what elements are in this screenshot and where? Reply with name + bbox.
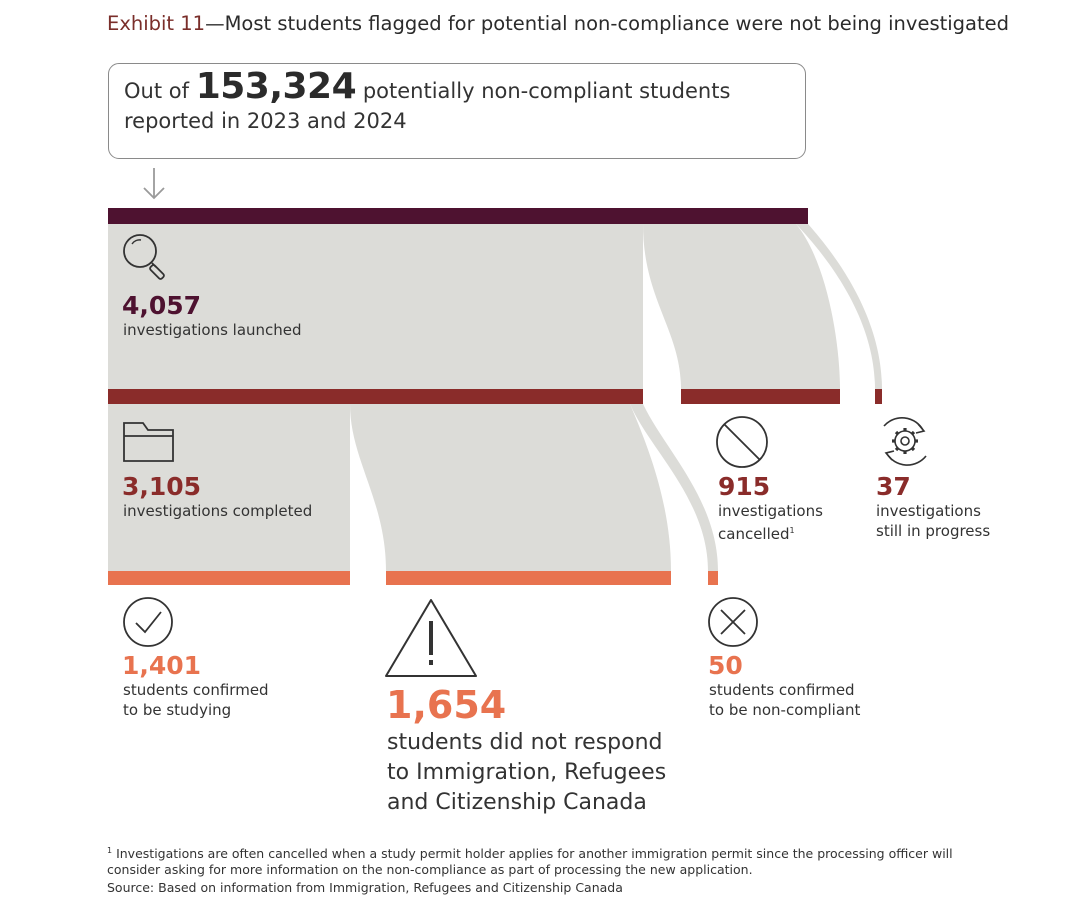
non-compliant-label-line1: students confirmed xyxy=(709,681,855,699)
no-response-label-line2: to Immigration, Refugees xyxy=(387,760,667,785)
x-circle-icon xyxy=(708,597,758,647)
bar-completed xyxy=(108,389,643,404)
cancelled-value: 915 xyxy=(718,472,771,501)
flow-to-non-compliant xyxy=(630,404,718,571)
bar-in-progress xyxy=(875,389,882,404)
footnote-line1: Investigations are often cancelled when … xyxy=(116,846,953,862)
in-progress-label: investigations still in progress xyxy=(876,501,990,541)
flow-launched-main xyxy=(108,224,643,389)
non-compliant-value: 50 xyxy=(708,651,743,680)
cancelled-footnote-mark: 1 xyxy=(789,526,795,535)
arrow-down-icon xyxy=(143,168,165,200)
footnote-line2: consider asking for more information on … xyxy=(107,862,753,878)
bar-no-response xyxy=(386,571,671,585)
folder-icon xyxy=(123,422,174,462)
bar-cancelled xyxy=(681,389,840,404)
cancelled-label: investigations cancelled1 xyxy=(718,501,823,544)
non-compliant-label-line2: to be non-compliant xyxy=(709,701,861,719)
launched-value: 4,057 xyxy=(122,291,202,320)
completed-label: investigations completed xyxy=(123,502,313,520)
source-note: Source: Based on information from Immigr… xyxy=(107,880,623,895)
footnote-mark: 1 xyxy=(107,846,113,855)
total-callout-box xyxy=(108,63,806,159)
no-response-label-line1: students did not respond xyxy=(387,730,663,755)
no-response-value: 1,654 xyxy=(386,683,507,727)
total-callout-text: Out of 153,324 potentially non-compliant… xyxy=(124,69,731,136)
studying-label-line2: to be studying xyxy=(123,701,232,719)
prohibited-icon xyxy=(716,416,768,468)
callout-line2: reported in 2023 and 2024 xyxy=(124,109,407,133)
exhibit-number: Exhibit 11 xyxy=(107,12,206,35)
cancelled-label-line1: investigations xyxy=(718,502,823,520)
cancelled-label-line2: cancelled xyxy=(718,525,790,543)
in-progress-label-line1: investigations xyxy=(876,502,981,520)
warning-exclamation xyxy=(429,621,433,665)
no-response-label: students did not respond to Immigration,… xyxy=(387,728,666,818)
non-compliant-label: students confirmed to be non-compliant xyxy=(709,680,860,720)
exhibit-title: Exhibit 11—Most students flagged for pot… xyxy=(107,12,1009,35)
flow-to-studying xyxy=(108,404,350,571)
no-response-label-line3: and Citizenship Canada xyxy=(387,790,647,815)
in-progress-value: 37 xyxy=(876,472,911,501)
flow-to-no-response xyxy=(350,404,671,571)
checkmark-icon xyxy=(123,597,173,647)
studying-value: 1,401 xyxy=(122,651,202,680)
footnote: 1 Investigations are often cancelled whe… xyxy=(107,843,1007,878)
warning-icon xyxy=(385,599,477,677)
flow-to-cancelled xyxy=(643,224,840,389)
bar-studying xyxy=(108,571,350,585)
exhibit-title-text: —Most students flagged for potential non… xyxy=(205,12,1010,35)
in-progress-label-line2: still in progress xyxy=(876,522,991,540)
callout-prefix: Out of xyxy=(124,79,189,103)
completed-value: 3,105 xyxy=(122,472,202,501)
gear-cycle-icon xyxy=(883,417,927,466)
bar-launched xyxy=(108,208,808,224)
callout-total: 153,324 xyxy=(195,66,357,107)
callout-suffix: potentially non-compliant students xyxy=(362,79,731,103)
bar-non-compliant xyxy=(708,571,718,585)
studying-label-line1: students confirmed xyxy=(123,681,269,699)
launched-label: investigations launched xyxy=(123,321,302,339)
magnifier-icon xyxy=(123,234,165,280)
studying-label: students confirmed to be studying xyxy=(123,680,269,720)
